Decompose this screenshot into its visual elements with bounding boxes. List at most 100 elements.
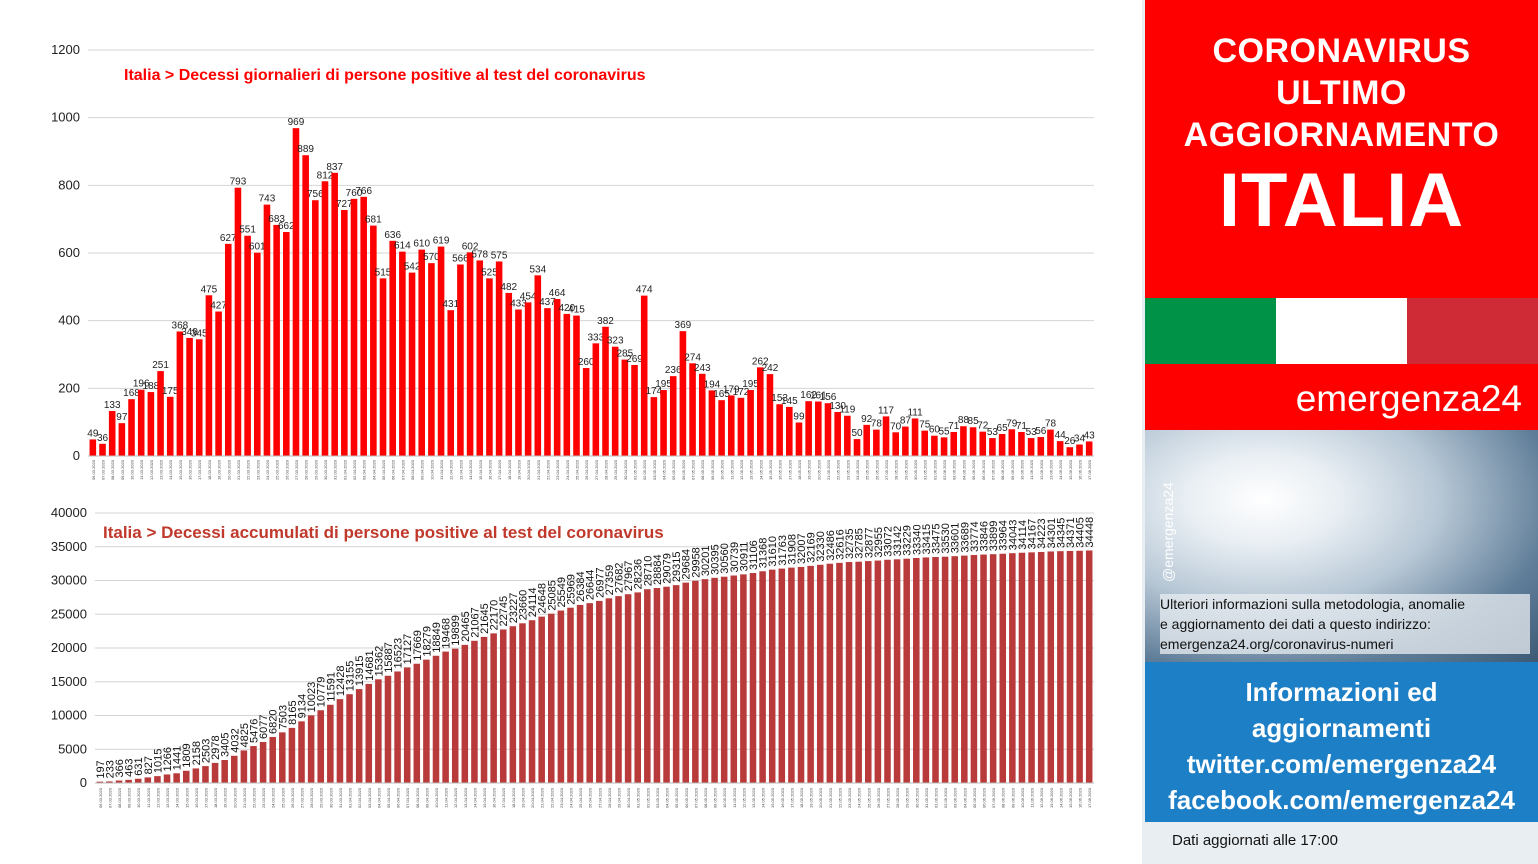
x-tick-label: 14.04.2020 <box>468 459 473 480</box>
x-tick-label: 18.05.2020 <box>799 787 804 808</box>
bar <box>970 555 978 783</box>
bar <box>118 423 126 456</box>
data-label: 43 <box>1084 430 1096 441</box>
data-label: 24648 <box>537 583 549 614</box>
bar <box>737 397 745 456</box>
x-tick-label: 03.06.2020 <box>953 787 958 808</box>
bar <box>788 567 795 783</box>
bar <box>776 404 783 456</box>
data-label: 551 <box>239 225 256 236</box>
data-label: 15887 <box>383 642 395 673</box>
bar <box>911 418 919 456</box>
x-tick-label: 16.05.2020 <box>778 459 783 480</box>
bar <box>1018 431 1025 456</box>
bar <box>157 371 164 456</box>
bar <box>389 240 396 456</box>
x-tick-label: 04.05.2020 <box>662 459 667 480</box>
data-label: 28236 <box>633 559 645 590</box>
data-label: 34405 <box>1075 517 1087 548</box>
x-tick-label: 26.05.2020 <box>874 459 879 480</box>
bar <box>269 736 276 783</box>
data-label: 28710 <box>642 556 654 587</box>
data-label: 24114 <box>527 587 539 617</box>
data-label: 8165 <box>287 700 299 724</box>
x-tick-label: 09.04.2020 <box>420 459 425 480</box>
methodology-link[interactable]: emergenza24.org/coronavirus-numeri <box>1160 636 1394 652</box>
bar <box>824 403 832 456</box>
x-tick-label: 03.05.2020 <box>652 459 657 480</box>
x-tick-label: 12.04.2020 <box>449 459 454 480</box>
x-tick-label: 08.06.2020 <box>1000 459 1005 480</box>
bar <box>711 577 718 783</box>
data-label: 427 <box>210 301 227 312</box>
x-tick-label: 15.06.2020 <box>1068 459 1073 480</box>
x-tick-label: 09.05.2020 <box>713 787 718 808</box>
x-tick-label: 13.06.2020 <box>1049 787 1054 808</box>
bar <box>355 689 363 783</box>
data-label: 32877 <box>863 527 875 558</box>
country-name: ITALIA <box>1218 158 1465 243</box>
data-label: 29684 <box>681 549 693 580</box>
bar <box>341 210 348 456</box>
twitter-link[interactable]: twitter.com/emergenza24 <box>1186 749 1497 779</box>
data-label: 369 <box>675 320 692 331</box>
data-label: 474 <box>636 285 653 296</box>
bar <box>874 560 882 783</box>
x-tick-label: 27.04.2020 <box>594 459 599 480</box>
data-label: 26384 <box>575 571 587 602</box>
bar <box>582 368 590 456</box>
x-tick-label: 24.05.2020 <box>855 459 860 480</box>
bar <box>476 260 484 456</box>
bar <box>1018 552 1026 783</box>
data-label: 827 <box>143 756 155 774</box>
x-tick-label: 17.03.2020 <box>203 787 208 808</box>
info-line-2: e aggiornamento dei dati a questo indiri… <box>1160 616 1431 632</box>
bar <box>418 249 426 456</box>
bar <box>602 326 609 456</box>
data-label: 119 <box>839 405 855 416</box>
bar <box>515 309 522 456</box>
data-label: 194 <box>704 379 721 390</box>
data-label: 32330 <box>815 531 827 562</box>
data-label: 34371 <box>1065 517 1077 548</box>
data-label: 85 <box>968 416 980 427</box>
x-tick-label: 21.03.2020 <box>242 787 247 808</box>
x-tick-label: 16.03.2020 <box>188 459 193 480</box>
data-label: 969 <box>288 117 305 128</box>
x-tick-label: 11.03.2020 <box>146 787 151 807</box>
bar <box>519 623 526 783</box>
data-label: 4825 <box>239 723 251 747</box>
bar <box>1008 429 1016 456</box>
facebook-link[interactable]: facebook.com/emergenza24 <box>1168 785 1515 815</box>
bar <box>221 760 228 783</box>
bar <box>524 302 532 456</box>
bar <box>224 243 232 456</box>
data-label: 662 <box>278 221 295 232</box>
x-tick-label: 02.04.2020 <box>357 787 362 808</box>
bar <box>253 252 261 456</box>
data-label: 33530 <box>940 523 952 554</box>
bar <box>903 558 910 783</box>
bar <box>979 431 987 456</box>
bar <box>727 395 735 456</box>
x-tick-label: 14.04.2020 <box>472 787 477 808</box>
x-tick-label: 01.06.2020 <box>934 787 939 808</box>
bar <box>778 568 786 783</box>
x-tick-label: 30.04.2020 <box>623 459 628 480</box>
bar <box>634 592 641 783</box>
x-tick-label: 10.05.2020 <box>720 459 725 480</box>
data-label: 162 <box>800 390 817 401</box>
x-tick-label: 11.04.2020 <box>444 787 449 807</box>
x-tick-label: 02.06.2020 <box>942 459 947 480</box>
x-tick-label: 30.03.2020 <box>323 459 328 480</box>
bar <box>611 346 619 456</box>
flag-white-stripe <box>1276 298 1407 364</box>
bar <box>1066 550 1074 783</box>
twitter-handle: @emergenza24 <box>1160 482 1176 582</box>
social-line-2: aggiornamenti <box>1251 713 1432 743</box>
bar <box>768 569 776 783</box>
x-tick-label: 16.06.2020 <box>1077 459 1082 480</box>
data-label: 32735 <box>844 528 856 559</box>
bar <box>941 556 949 783</box>
x-tick-label: 29.05.2020 <box>903 459 908 480</box>
